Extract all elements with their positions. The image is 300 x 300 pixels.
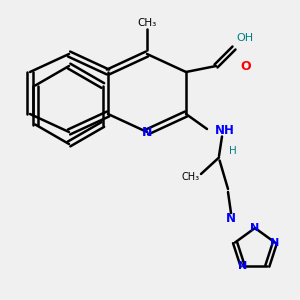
Text: H: H (229, 146, 236, 157)
Text: O: O (241, 59, 251, 73)
Text: N: N (270, 238, 280, 248)
Text: N: N (142, 125, 152, 139)
Text: NH: NH (214, 124, 234, 137)
Text: N: N (226, 212, 236, 226)
Text: CH₃: CH₃ (137, 17, 157, 28)
Text: CH₃: CH₃ (182, 172, 200, 182)
Text: OH: OH (236, 32, 253, 43)
Text: N: N (250, 223, 260, 233)
Text: N: N (238, 261, 247, 271)
